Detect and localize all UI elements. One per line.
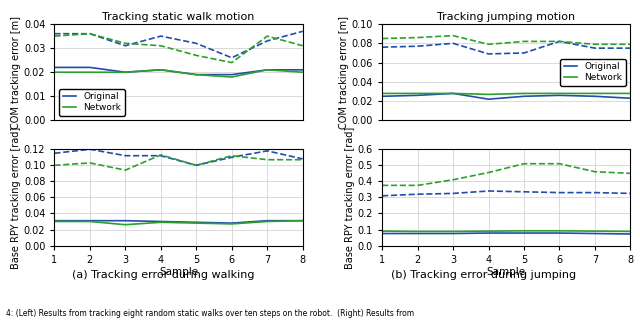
Original xyxy=(591,94,599,98)
Original xyxy=(51,219,58,223)
Original xyxy=(299,219,307,223)
Network xyxy=(449,230,457,233)
Original xyxy=(157,68,164,72)
Network xyxy=(413,230,421,233)
Network xyxy=(556,91,563,95)
Original xyxy=(378,94,386,98)
Network xyxy=(484,92,492,96)
Network xyxy=(413,91,421,95)
Original xyxy=(520,94,528,98)
Network xyxy=(299,70,307,74)
Title: Tracking jumping motion: Tracking jumping motion xyxy=(437,12,575,22)
Network xyxy=(157,68,164,72)
Network xyxy=(228,222,236,226)
Original xyxy=(193,221,200,224)
Network xyxy=(193,221,200,225)
Network xyxy=(86,70,93,74)
Line: Original: Original xyxy=(382,93,630,99)
Text: 4: (Left) Results from tracking eight random static walks over ten steps on the : 4: (Left) Results from tracking eight ra… xyxy=(6,309,415,318)
Network xyxy=(86,220,93,223)
Line: Network: Network xyxy=(54,70,303,77)
Network xyxy=(627,230,634,233)
X-axis label: Sample: Sample xyxy=(159,267,198,277)
Original xyxy=(484,231,492,235)
Original xyxy=(627,96,634,100)
Original xyxy=(228,73,236,77)
Network xyxy=(520,229,528,233)
Original xyxy=(484,97,492,101)
Legend: Original, Network: Original, Network xyxy=(59,89,125,116)
Legend: Original, Network: Original, Network xyxy=(560,59,626,86)
Original xyxy=(157,220,164,223)
Original xyxy=(591,232,599,236)
Text: (b) Tracking error during jumping: (b) Tracking error during jumping xyxy=(390,270,576,280)
Network xyxy=(556,229,563,233)
Original xyxy=(299,68,307,72)
Line: Original: Original xyxy=(382,233,630,234)
Y-axis label: Base RPY tracking error [rad]: Base RPY tracking error [rad] xyxy=(11,126,21,269)
Original xyxy=(264,219,271,223)
Network xyxy=(264,68,271,72)
Network xyxy=(378,91,386,95)
Network xyxy=(51,70,58,74)
Original xyxy=(228,221,236,225)
Network xyxy=(264,220,271,223)
Network xyxy=(122,70,129,74)
Network xyxy=(591,229,599,233)
Original xyxy=(627,232,634,236)
Original xyxy=(86,65,93,69)
Original xyxy=(449,232,457,236)
Original xyxy=(378,232,386,236)
Title: Tracking static walk motion: Tracking static walk motion xyxy=(102,12,255,22)
Network xyxy=(122,223,129,227)
Original xyxy=(413,232,421,236)
Network xyxy=(449,91,457,95)
Y-axis label: Base RPY tracking error [rad]: Base RPY tracking error [rad] xyxy=(345,126,355,269)
Original xyxy=(86,219,93,223)
Network xyxy=(157,221,164,224)
Original xyxy=(556,231,563,235)
X-axis label: Sample: Sample xyxy=(486,267,526,277)
Original xyxy=(122,219,129,223)
Network xyxy=(299,219,307,223)
Original xyxy=(122,70,129,74)
Line: Original: Original xyxy=(54,67,303,75)
Original xyxy=(449,91,457,95)
Network xyxy=(378,229,386,233)
Network xyxy=(193,73,200,77)
Line: Network: Network xyxy=(54,221,303,225)
Network xyxy=(627,91,634,95)
Original xyxy=(193,73,200,77)
Y-axis label: COM tracking error [m]: COM tracking error [m] xyxy=(11,16,21,129)
Original xyxy=(51,65,58,69)
Original xyxy=(413,93,421,97)
Network xyxy=(591,91,599,95)
Network xyxy=(520,91,528,95)
Line: Network: Network xyxy=(382,93,630,94)
Original xyxy=(264,68,271,72)
Network xyxy=(484,229,492,233)
Original xyxy=(556,93,563,97)
Network xyxy=(228,75,236,79)
Y-axis label: COM tracking error [m]: COM tracking error [m] xyxy=(339,16,349,129)
Network xyxy=(51,220,58,223)
Line: Original: Original xyxy=(54,221,303,223)
Original xyxy=(520,231,528,235)
Text: (a) Tracking error during walking: (a) Tracking error during walking xyxy=(72,270,255,280)
